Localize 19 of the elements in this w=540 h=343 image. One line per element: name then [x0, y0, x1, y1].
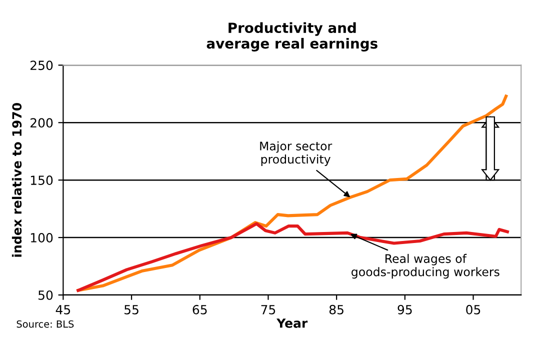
- x-tick-label: 45: [56, 305, 70, 314]
- source-note: Source: BLS: [16, 320, 74, 328]
- y-axis-title: index relative to 1970: [12, 103, 22, 257]
- y-tick-label: 50: [38, 290, 53, 300]
- x-tick-label: 85: [329, 304, 344, 314]
- x-tick-label: 75: [261, 305, 276, 314]
- x-tick-label: 05: [466, 304, 480, 314]
- line-series: [76, 222, 509, 292]
- y-tick-label: 100: [30, 233, 53, 242]
- x-axis-title: Year: [276, 318, 308, 328]
- x-tick-label: 95: [398, 304, 412, 314]
- y-tick-label: 200: [30, 118, 53, 128]
- chart-title: Productivity and average real earnings: [206, 22, 378, 52]
- annotation: Real wages of goods-producing workers: [352, 254, 500, 279]
- x-tick-label: 55: [124, 305, 138, 314]
- y-tick-label: 250: [30, 60, 53, 70]
- y-tick-label: 150: [30, 176, 53, 185]
- x-tick-label: 65: [192, 304, 207, 314]
- annotation: Major sector productivity: [260, 141, 332, 166]
